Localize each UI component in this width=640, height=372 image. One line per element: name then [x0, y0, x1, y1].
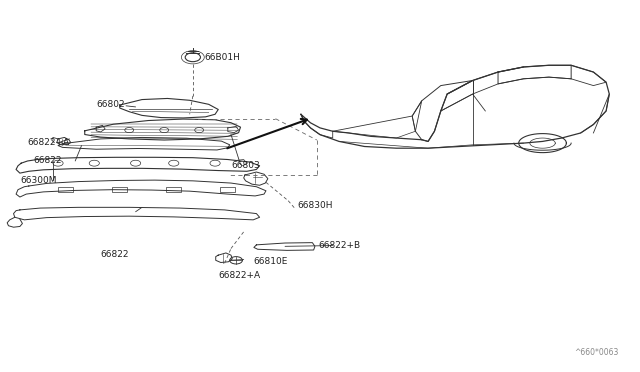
Text: 66822+A: 66822+A [218, 270, 260, 279]
Bar [166, 187, 181, 192]
Text: 66822: 66822 [34, 157, 62, 166]
Text: 66300M: 66300M [20, 176, 56, 185]
Bar [220, 187, 236, 192]
Text: 66810E: 66810E [253, 257, 287, 266]
Text: 66803: 66803 [231, 161, 260, 170]
Bar [112, 187, 127, 192]
Text: ^660*0063: ^660*0063 [575, 348, 619, 357]
Text: 66802: 66802 [96, 100, 125, 109]
Text: 66822: 66822 [100, 250, 129, 259]
Text: 66830H: 66830H [298, 201, 333, 210]
Text: 66822+A: 66822+A [28, 138, 70, 147]
Text: 66B01H: 66B01H [204, 54, 240, 62]
Bar [58, 187, 74, 192]
Text: 66822+B: 66822+B [319, 241, 361, 250]
